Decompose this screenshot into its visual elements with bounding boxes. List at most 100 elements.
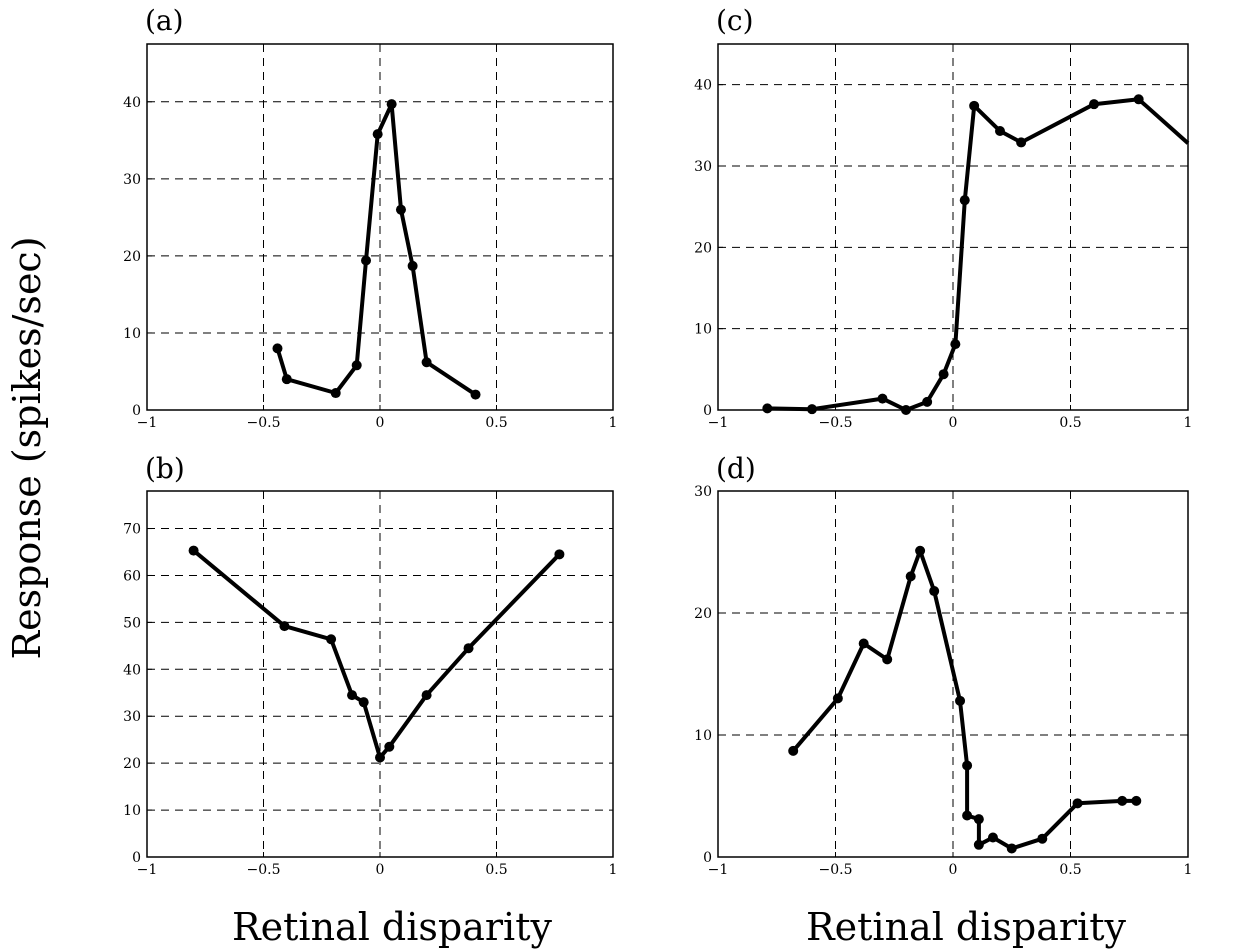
panel-label: (a): [145, 4, 184, 37]
y-tick-label: 50: [123, 615, 141, 631]
data-point: [395, 204, 406, 215]
y-tick-label: 0: [703, 403, 712, 419]
panel-label: (b): [145, 452, 185, 485]
x-axis-title-left: Retinal disparity: [232, 905, 552, 949]
y-tick-label: 10: [123, 803, 141, 819]
data-point: [188, 545, 199, 556]
data-point: [1089, 99, 1099, 110]
data-point: [1037, 833, 1048, 844]
x-tick-label: 1: [1184, 415, 1193, 431]
panel-label: (c): [716, 4, 754, 37]
x-tick-label: −0.5: [247, 862, 281, 878]
data-point: [995, 126, 1005, 137]
data-point: [807, 404, 817, 415]
series-line: [275, 102, 477, 397]
x-axis-title-right: Retinal disparity: [806, 905, 1126, 949]
data-point: [281, 374, 292, 385]
data-point: [1072, 798, 1083, 809]
x-tick-label: 1: [1184, 862, 1193, 878]
data-point: [929, 586, 940, 597]
x-tick-label: −0.5: [819, 415, 853, 431]
data-point: [858, 638, 869, 649]
y-axis-title: Response (spikes/sec): [5, 236, 49, 659]
data-point: [959, 195, 970, 206]
y-tick-label: 10: [694, 322, 712, 338]
data-point: [554, 549, 565, 560]
data-point: [384, 741, 395, 752]
data-point: [950, 339, 961, 350]
data-point: [901, 405, 911, 415]
data-point: [1133, 94, 1144, 105]
data-point: [973, 839, 984, 850]
panel-label: (d): [716, 452, 756, 485]
x-tick-label: −1: [708, 415, 729, 431]
data-point: [905, 571, 916, 582]
data-point: [877, 393, 888, 404]
x-tick-label: 0.5: [1059, 415, 1081, 431]
x-tick-label: 0.5: [485, 415, 507, 431]
data-point: [1016, 137, 1027, 148]
data-point: [470, 389, 481, 400]
data-point: [351, 360, 362, 371]
data-point: [326, 634, 337, 645]
data-point: [788, 745, 799, 756]
x-tick-label: −0.5: [819, 862, 853, 878]
y-tick-label: 40: [123, 662, 141, 678]
y-tick-label: 20: [123, 756, 141, 772]
data-point: [463, 643, 474, 654]
y-tick-label: 30: [123, 172, 141, 188]
y-tick-label: 30: [694, 159, 712, 175]
data-point: [915, 545, 926, 556]
data-point: [962, 810, 973, 821]
data-point: [922, 396, 933, 407]
data-point: [832, 693, 843, 704]
data-point: [973, 814, 984, 825]
y-tick-label: 60: [123, 568, 141, 584]
data-point: [375, 752, 385, 763]
y-tick-label: 0: [703, 850, 712, 866]
y-tick-label: 40: [694, 78, 712, 94]
y-tick-label: 20: [694, 240, 712, 256]
x-tick-label: 1: [609, 415, 618, 431]
y-tick-label: 30: [123, 709, 141, 725]
y-tick-label: 70: [123, 522, 141, 538]
x-tick-label: 0: [376, 862, 385, 878]
data-point: [969, 100, 980, 111]
y-tick-label: 40: [123, 95, 141, 111]
data-point: [421, 357, 432, 368]
data-point: [882, 654, 893, 665]
y-tick-label: 10: [123, 326, 141, 342]
data-point: [347, 690, 358, 701]
data-point: [955, 695, 966, 706]
data-point: [1117, 795, 1128, 806]
y-tick-label: 10: [694, 728, 712, 744]
data-point: [330, 388, 341, 399]
x-tick-label: −1: [708, 862, 729, 878]
data-point: [1006, 843, 1017, 854]
y-tick-label: 20: [123, 249, 141, 265]
x-tick-label: −1: [137, 415, 158, 431]
x-tick-label: 0: [376, 415, 385, 431]
x-tick-label: 1: [609, 862, 618, 878]
y-tick-label: 0: [132, 403, 141, 419]
x-tick-label: −1: [137, 862, 158, 878]
series-line: [767, 97, 1190, 412]
y-tick-label: 30: [694, 484, 712, 500]
series-line: [192, 549, 561, 760]
x-tick-label: 0: [949, 415, 958, 431]
data-point: [938, 369, 949, 380]
data-point: [358, 697, 369, 708]
data-point: [386, 99, 397, 110]
x-tick-label: −0.5: [247, 415, 281, 431]
y-tick-label: 20: [694, 606, 712, 622]
data-point: [987, 832, 998, 843]
x-tick-label: 0: [949, 862, 958, 878]
data-point: [361, 255, 372, 266]
x-tick-label: 0.5: [485, 862, 507, 878]
y-tick-label: 0: [132, 850, 141, 866]
